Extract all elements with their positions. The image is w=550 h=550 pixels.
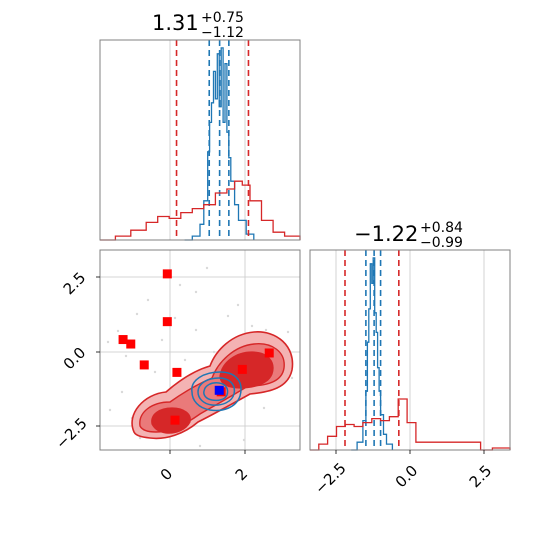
top-panel-frame — [99, 39, 301, 241]
y-tick-label: 0.0 — [60, 344, 90, 374]
x-tick-label: 0.0 — [392, 462, 422, 492]
right-panel-title-value: −1.22 — [354, 222, 418, 246]
right-panel-title-plus: +0.84 — [420, 220, 463, 236]
right-panel-title-minus: −0.99 — [420, 235, 463, 251]
blue-contours — [191, 371, 242, 412]
red-square-marker — [162, 317, 172, 327]
x-tick-label: 2 — [232, 465, 251, 484]
blue-contour-outer — [191, 371, 242, 412]
scatter-x-ticks: 0 2 — [157, 450, 251, 484]
blue-contour-inner — [203, 382, 229, 402]
red-contours — [131, 331, 294, 440]
x-tick-label: −2.5 — [311, 459, 349, 497]
scatter-y-ticks: 2.5 0.0 −2.5 — [52, 269, 100, 453]
right-x-ticks: −2.5 0.0 2.5 — [311, 450, 495, 498]
red-square-marker — [237, 364, 247, 374]
histogram-step-line — [100, 180, 301, 241]
red-square-marker — [139, 360, 149, 370]
y-tick-label: −2.5 — [52, 414, 90, 452]
blue-contour-middle — [197, 377, 236, 406]
top-histogram-marks — [100, 40, 301, 241]
blue-square-marker — [214, 385, 224, 395]
red-square-marker — [118, 335, 128, 345]
red-square-marker — [172, 367, 182, 377]
scatter-panel-frame — [99, 249, 301, 451]
top-panel-title-plus: +0.75 — [201, 10, 244, 26]
top-panel-title-minus: −1.12 — [201, 25, 244, 41]
scatter-background-points — [106, 266, 294, 448]
top-panel-title-value: 1.31 — [152, 11, 199, 35]
x-tick-label: 2.5 — [466, 462, 496, 492]
red-square-marker — [162, 269, 172, 279]
right-histogram-marks — [310, 250, 511, 451]
scatter-marker-layer — [118, 269, 274, 425]
red-square-marker — [126, 339, 136, 349]
x-tick-label: 0 — [157, 465, 176, 484]
right-histogram-panel: −1.22 +0.84 −0.99 −2.5 0.0 2.5 — [309, 220, 511, 498]
red-square-marker — [264, 348, 274, 358]
scatter-panel: 2.5 0.0 −2.5 0 2 — [52, 249, 301, 484]
y-tick-label: 2.5 — [60, 269, 90, 299]
top-histogram-panel: 1.31 +0.75 −1.12 — [99, 10, 301, 241]
histogram-step-line — [310, 398, 511, 451]
red-square-marker — [170, 415, 180, 425]
